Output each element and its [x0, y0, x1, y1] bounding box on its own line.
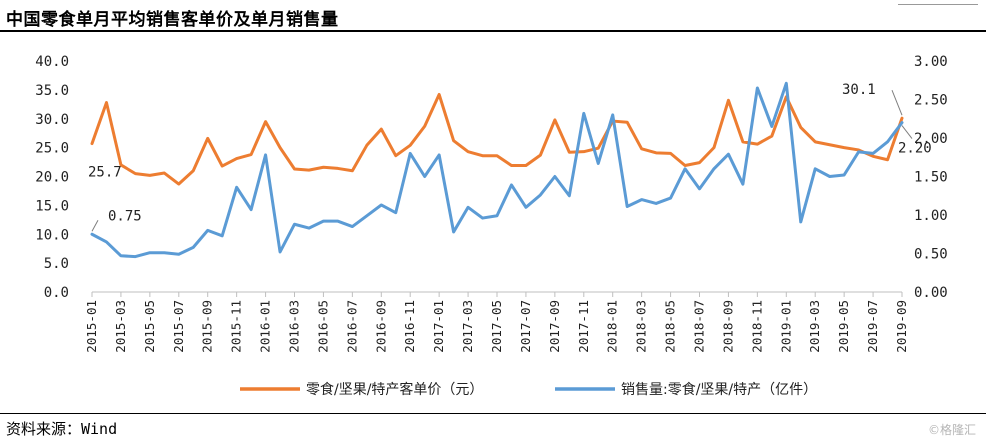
x-tick-label: 2017-05 [489, 300, 504, 353]
x-tick-label: 2015-07 [171, 300, 186, 353]
volume-series-line [90, 81, 904, 259]
x-tick-label: 2017-11 [576, 300, 591, 353]
x-tick-label: 2019-09 [894, 300, 909, 353]
x-tick-label: 2015-03 [113, 300, 128, 353]
corner-rule [898, 0, 978, 5]
y-left-tick-label: 15.0 [35, 198, 69, 214]
axes: 0.0 5.0 10.0 15.0 20.0 25.0 30.0 35.0 40.0 0.00 0.… [35, 54, 947, 353]
y-left-tick-label: 0.0 [44, 285, 69, 301]
price-series-line [90, 92, 904, 186]
x-tick-label: 2018-07 [692, 300, 707, 353]
y-left-tick-label: 40.0 [35, 54, 69, 70]
volume-first-leader [91, 220, 99, 232]
y-left-tick-label: 20.0 [35, 170, 69, 186]
y-right-tick-label: 3.00 [914, 54, 948, 70]
source-note: 资料来源：Wind [6, 420, 118, 438]
x-tick-label: 2018-03 [634, 300, 649, 353]
dual-axis-line-chart: 0.0 5.0 10.0 15.0 20.0 25.0 30.0 35.0 40.0 0.00 0.… [35, 54, 947, 398]
y-left-tick-label: 5.0 [44, 256, 69, 272]
price-last-label: 30.1 [842, 82, 876, 98]
y-right-tick-label: 1.50 [914, 170, 948, 186]
x-tick-label: 2016-07 [344, 300, 359, 353]
x-tick-label: 2019-05 [836, 300, 851, 353]
legend: 零食/坚果/特产客单价（元） 销售量:零食/坚果/特产（亿件） [240, 381, 817, 398]
title-rule [0, 30, 986, 32]
x-tick-label: 2015-09 [200, 300, 215, 353]
y-right-tick-label: 2.50 [914, 93, 948, 109]
x-tick-label: 2016-03 [287, 300, 302, 353]
price-last-leader [891, 89, 903, 116]
legend-label-price: 零食/坚果/特产客单价（元） [306, 381, 483, 398]
series-lines [90, 81, 904, 259]
y-right-tick-label: 2.00 [914, 131, 948, 147]
chart-title: 中国零食单月平均销售客单价及单月销售量 [6, 10, 339, 30]
x-tick-label: 2019-03 [807, 300, 822, 353]
x-tick-label: 2016-11 [402, 300, 417, 353]
x-tick-label: 2017-07 [518, 300, 533, 353]
legend-label-volume: 销售量:零食/坚果/特产（亿件） [621, 381, 817, 398]
volume-first-label: 0.75 [108, 208, 142, 224]
x-tick-label: 2018-11 [749, 300, 764, 353]
volume-last-label: 2.20 [898, 141, 932, 157]
watermark: ©格隆汇 [927, 423, 976, 437]
annotations: 25.7 0.75 30.1 2.20 [88, 82, 932, 232]
y-right-tick-label: 0.50 [914, 247, 948, 263]
x-tick-label: 2018-09 [720, 300, 735, 353]
x-tick-label: 2017-03 [460, 300, 475, 353]
y-left-tick-label: 30.0 [35, 112, 69, 128]
x-tick-label: 2017-01 [431, 300, 446, 353]
price-first-label: 25.7 [88, 165, 122, 181]
x-tick-label: 2017-09 [547, 300, 562, 353]
y-left-tick-label: 10.0 [35, 227, 69, 243]
x-tick-label: 2016-01 [258, 300, 273, 353]
volume-last-leader [901, 125, 913, 139]
y-left-tick-label: 25.0 [35, 141, 69, 157]
y-right-tick-label: 0.00 [914, 285, 948, 301]
x-tick-label: 2016-05 [315, 300, 330, 353]
x-tick-label: 2016-09 [373, 300, 388, 353]
x-tick-label: 2015-01 [84, 300, 99, 353]
x-tick-label: 2018-01 [605, 300, 620, 353]
x-tick-label: 2015-05 [142, 300, 157, 353]
x-tick-label: 2019-07 [865, 300, 880, 353]
source-rule [0, 413, 986, 414]
y-right-tick-label: 1.00 [914, 208, 948, 224]
x-tick-label: 2019-01 [778, 300, 793, 353]
y-left-tick-label: 35.0 [35, 83, 69, 99]
x-tick-label: 2015-11 [229, 300, 244, 353]
x-tick-label: 2018-05 [663, 300, 678, 353]
